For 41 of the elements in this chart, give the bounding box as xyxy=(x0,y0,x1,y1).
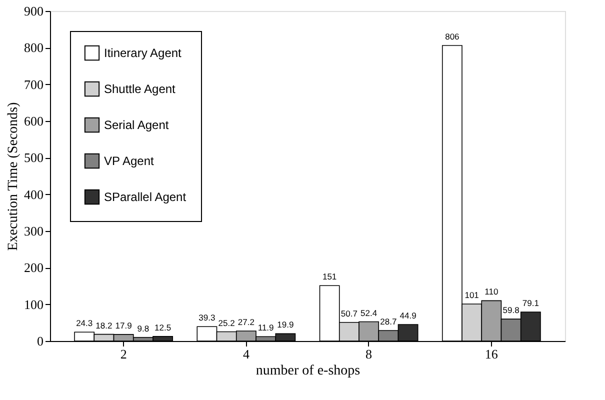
x-tick-label: 4 xyxy=(242,346,250,362)
data-label: 27.2 xyxy=(238,317,255,328)
data-label: 101 xyxy=(464,290,480,300)
data-label: 11.9 xyxy=(258,322,274,333)
data-label: 19.9 xyxy=(277,320,294,330)
data-label: 12.5 xyxy=(154,322,172,332)
legend-label: Itinerary Agent xyxy=(104,46,182,60)
y-tick-label: 0 xyxy=(37,334,44,348)
y-tick-label: 500 xyxy=(24,150,44,166)
data-label: 9.8 xyxy=(137,323,150,334)
y-tick-label: 400 xyxy=(24,186,44,202)
y-tick-label: 300 xyxy=(24,224,44,238)
data-label: 50.7 xyxy=(340,308,358,318)
x-tick-label: 16 xyxy=(484,346,498,362)
y-tick-label: 100 xyxy=(24,296,44,312)
legend-label: Serial Agent xyxy=(104,118,170,132)
data-label: 24.3 xyxy=(76,318,93,328)
y-tick-label: 800 xyxy=(24,40,44,56)
data-label: 17.9 xyxy=(115,320,132,330)
x-tick-label: 2 xyxy=(120,346,127,362)
data-label: 151 xyxy=(322,272,337,282)
data-label: 28.7 xyxy=(380,316,397,326)
data-label: 59.8 xyxy=(502,305,520,316)
data-label: 79.1 xyxy=(522,298,540,308)
y-tick-label: 700 xyxy=(24,76,44,92)
legend-label: Shuttle Agent xyxy=(104,82,176,96)
x-axis-title: number of e-shops xyxy=(256,364,360,378)
legend-label: SParallel Agent xyxy=(104,190,187,204)
y-tick-label: 900 xyxy=(24,4,44,18)
data-label: 806 xyxy=(445,31,460,42)
y-tick-label: 200 xyxy=(24,260,44,276)
legend-label: VP Agent xyxy=(104,154,154,168)
data-label: 52.4 xyxy=(360,308,378,318)
data-label: 110 xyxy=(484,286,498,297)
y-tick-label: 600 xyxy=(24,114,44,128)
y-axis-title: Execution Time (Seconds) xyxy=(6,102,21,251)
x-tick-label: 8 xyxy=(366,346,372,362)
data-label: 39.3 xyxy=(198,312,216,323)
data-label: 44.9 xyxy=(400,310,417,321)
data-label: 25.2 xyxy=(218,318,236,328)
data-label: 18.2 xyxy=(96,320,112,330)
